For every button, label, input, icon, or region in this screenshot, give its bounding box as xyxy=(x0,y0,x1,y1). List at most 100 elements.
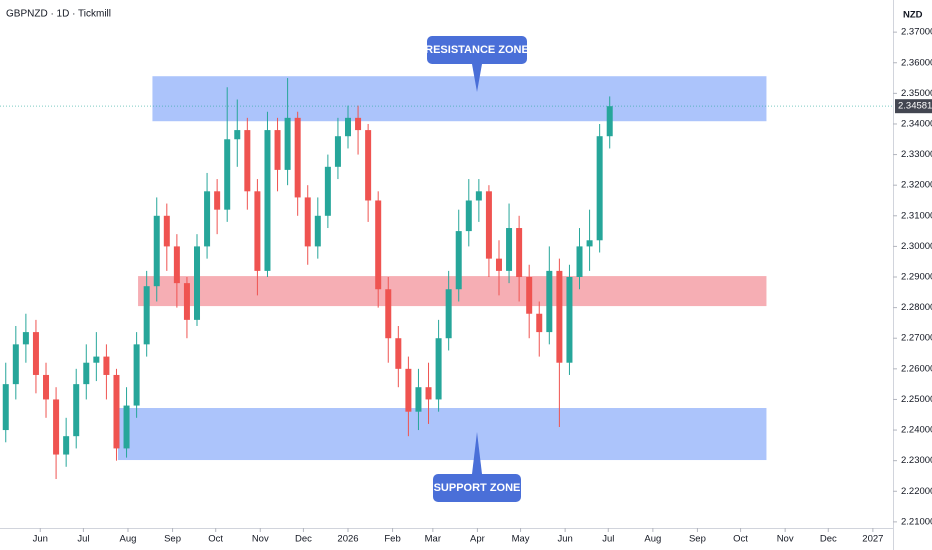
candle-body xyxy=(526,277,533,314)
callout-label: SUPPORT ZONE xyxy=(434,482,521,494)
candle-body xyxy=(506,228,513,271)
candle-body xyxy=(425,387,432,400)
candle-body xyxy=(334,136,341,167)
callout-label: RESISTANCE ZONE xyxy=(425,44,529,56)
zone xyxy=(117,408,767,461)
candle-body xyxy=(93,356,100,363)
x-tick-label: Aug xyxy=(120,534,137,545)
candle-body xyxy=(455,231,462,290)
y-tick-label: 2.22000 xyxy=(901,486,932,497)
last-price-box xyxy=(895,99,932,114)
x-tick-label: Apr xyxy=(470,534,485,545)
candle-body xyxy=(2,384,9,431)
candle-body xyxy=(234,130,241,140)
symbol-header: GBPNZD · 1D · Tickmill xyxy=(6,9,111,20)
candle-body xyxy=(516,228,523,278)
candle-body xyxy=(405,368,412,412)
candle-body xyxy=(435,338,442,400)
candle-body xyxy=(576,246,583,278)
x-tick-label: Nov xyxy=(252,534,269,545)
x-tick-label: May xyxy=(512,534,530,545)
y-tick-label: 2.30000 xyxy=(901,241,932,252)
candle-body xyxy=(133,344,140,406)
candle-body xyxy=(194,246,201,320)
x-tick-label: Dec xyxy=(820,534,837,545)
x-tick-label: Nov xyxy=(777,534,794,545)
candle-body xyxy=(204,191,211,247)
candle-body xyxy=(32,332,39,375)
x-tick-label: 2027 xyxy=(862,534,883,545)
candle-body xyxy=(284,117,291,170)
x-tick-label: Feb xyxy=(384,534,400,545)
candle-body xyxy=(53,399,60,455)
candle-body xyxy=(546,270,553,333)
candle-body xyxy=(395,338,402,369)
y-tick-label: 2.27000 xyxy=(901,333,932,344)
candle-body xyxy=(536,313,543,333)
zone xyxy=(152,76,767,122)
x-tick-label: Dec xyxy=(295,534,312,545)
candle-body xyxy=(264,130,271,271)
y-tick-label: 2.31000 xyxy=(901,210,932,221)
candle-body xyxy=(475,191,482,201)
candle-body xyxy=(415,387,422,412)
y-tick-label: 2.37000 xyxy=(901,27,932,38)
candle-body xyxy=(355,117,362,131)
currency-label: NZD xyxy=(903,10,923,21)
y-tick-label: 2.36000 xyxy=(901,57,932,68)
candle-body xyxy=(153,215,160,287)
candle-body xyxy=(214,191,221,210)
candle-body xyxy=(344,117,351,137)
candle-body xyxy=(606,106,613,137)
candle-body xyxy=(254,191,261,271)
x-tick-label: Jun xyxy=(557,534,572,545)
y-tick-label: 2.33000 xyxy=(901,149,932,160)
candle-body xyxy=(183,283,190,320)
candle-body xyxy=(163,215,170,247)
callout-box xyxy=(433,474,521,502)
x-tick-label: Sep xyxy=(164,534,181,545)
callout-box xyxy=(427,36,527,64)
candle-body xyxy=(103,356,110,375)
candle-body xyxy=(566,277,573,363)
x-tick-label: Jul xyxy=(77,534,89,545)
candle-body xyxy=(375,200,382,290)
candle-body xyxy=(596,136,603,241)
callout-arrow xyxy=(472,432,482,474)
x-tick-label: Jun xyxy=(33,534,48,545)
candle-body xyxy=(123,405,130,449)
y-tick-label: 2.21000 xyxy=(901,516,932,527)
y-tick-label: 2.34000 xyxy=(901,118,932,129)
candle-body xyxy=(365,130,372,201)
candle-body xyxy=(73,384,80,437)
candle-body xyxy=(324,166,331,216)
y-tick-label: 2.35000 xyxy=(901,88,932,99)
candle-body xyxy=(224,139,231,210)
y-tick-label: 2.25000 xyxy=(901,394,932,405)
callout-arrow xyxy=(472,64,482,92)
candle-body xyxy=(12,344,19,385)
x-tick-label: Mar xyxy=(425,534,441,545)
candle-body xyxy=(113,374,120,449)
candle-body xyxy=(445,289,452,339)
x-tick-label: Aug xyxy=(644,534,661,545)
candle-body xyxy=(495,258,502,271)
candle-body xyxy=(586,240,593,247)
x-tick-label: Oct xyxy=(733,534,748,545)
candle-body xyxy=(83,362,90,385)
candle-body xyxy=(465,200,472,232)
y-tick-label: 2.32000 xyxy=(901,180,932,191)
x-tick-label: Jul xyxy=(602,534,614,545)
candle-body xyxy=(294,117,301,198)
y-tick-label: 2.26000 xyxy=(901,363,932,374)
candle-body xyxy=(385,289,392,339)
last-price-label: 2.34581 xyxy=(898,101,932,112)
candle-body xyxy=(314,215,321,247)
y-tick-label: 2.24000 xyxy=(901,425,932,436)
x-tick-label: Sep xyxy=(689,534,706,545)
candle-body xyxy=(485,191,492,259)
y-tick-label: 2.28000 xyxy=(901,302,932,313)
x-tick-label: Oct xyxy=(208,534,223,545)
candle-body xyxy=(556,270,563,363)
